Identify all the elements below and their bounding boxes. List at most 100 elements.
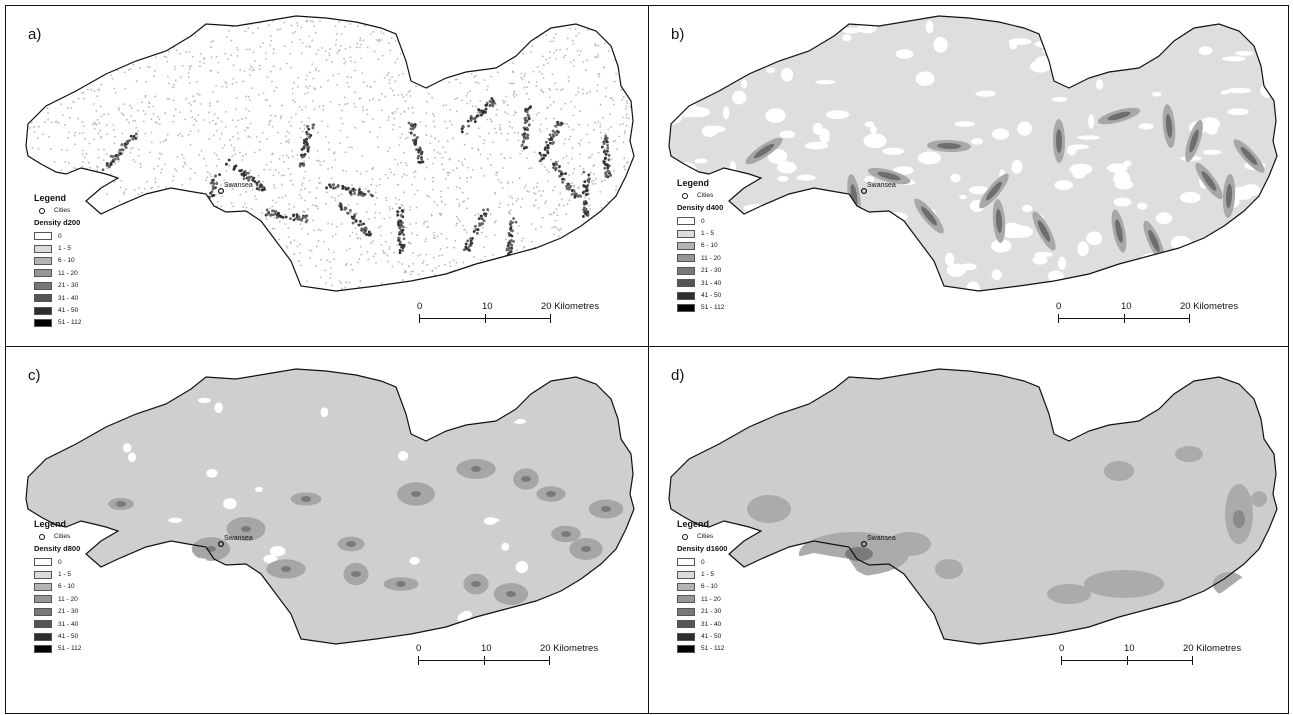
- density-legend-title: Density d200: [34, 218, 81, 227]
- density-class-row: 41 - 50: [34, 630, 81, 642]
- city-label-swansea: Swansea: [224, 535, 253, 542]
- density-map-b: Swansea: [668, 15, 1278, 292]
- legend-cities-entry: Cities: [682, 192, 724, 199]
- density-class-row: 51 - 112: [34, 317, 81, 329]
- density-class-row: 51 - 112: [677, 302, 724, 314]
- density-swatch: [677, 229, 695, 238]
- density-class-label: 51 - 112: [58, 645, 82, 653]
- density-swatch: [34, 607, 52, 616]
- density-swatch: [34, 318, 52, 327]
- scale-label-20-kilometres: 20 Kilometres: [1183, 643, 1242, 654]
- density-legend-title: Density d400: [677, 203, 724, 212]
- legend-cities-label: Cities: [697, 533, 714, 540]
- scale-label-10: 10: [481, 643, 492, 654]
- density-class-row: 6 - 10: [677, 581, 727, 593]
- density-class-label: 11 - 20: [701, 595, 721, 603]
- panel-label: d): [671, 367, 685, 384]
- density-class-label: 31 - 40: [58, 294, 79, 302]
- density-class-row: 11 - 20: [34, 593, 81, 605]
- swansea-city-marker: [218, 188, 225, 195]
- density-legend-classes: 0 1 - 5 6 - 10 11 - 20 21 - 30 31 - 40 41 - 50…: [677, 556, 727, 655]
- density-class-row: 6 - 10: [677, 240, 724, 252]
- scale-tick: [485, 314, 486, 323]
- scale-tick: [1189, 314, 1190, 323]
- density-swatch: [34, 595, 52, 604]
- legend-cities-entry: Cities: [682, 533, 727, 540]
- scale-label-0: 0: [1059, 643, 1065, 654]
- scale-tick: [484, 656, 485, 665]
- density-class-row: 21 - 30: [34, 606, 81, 618]
- density-class-row: 1 - 5: [677, 227, 724, 239]
- density-class-label: 0: [701, 558, 705, 566]
- density-class-row: 51 - 112: [677, 643, 727, 655]
- density-class-label: 6 - 10: [58, 257, 75, 265]
- density-swatch: [34, 244, 52, 253]
- legend-cities-label: Cities: [697, 192, 714, 199]
- scale-label-20-kilometres: 20 Kilometres: [540, 643, 599, 654]
- density-class-label: 11 - 20: [701, 254, 721, 262]
- density-swatch: [677, 291, 695, 300]
- panel-label: b): [671, 26, 685, 43]
- density-swatch: [34, 269, 52, 278]
- legend-cities-entry: Cities: [39, 207, 81, 214]
- density-swatch: [677, 607, 695, 616]
- density-swatch: [677, 241, 695, 250]
- density-swatch: [34, 632, 52, 641]
- density-class-row: 1 - 5: [34, 242, 81, 254]
- density-class-label: 0: [701, 217, 705, 225]
- density-class-label: 1 - 5: [701, 571, 715, 579]
- density-legend-classes: 0 1 - 5 6 - 10 11 - 20 21 - 30 31 - 40 41 - 50…: [677, 215, 724, 314]
- density-swatch: [677, 217, 695, 226]
- density-class-label: 21 - 30: [58, 282, 79, 290]
- city-label-swansea: Swansea: [224, 182, 253, 189]
- legend-cities-entry: Cities: [39, 533, 81, 540]
- legend-title: Legend: [677, 178, 710, 188]
- density-class-label: 41 - 50: [701, 633, 722, 641]
- density-swatch: [677, 632, 695, 641]
- city-marker-icon: [682, 192, 688, 199]
- density-class-row: 0: [677, 556, 727, 568]
- city-marker-icon: [682, 533, 688, 540]
- city-marker-icon: [39, 207, 45, 214]
- density-class-row: 41 - 50: [34, 304, 81, 316]
- scale-label-20-kilometres: 20 Kilometres: [1180, 301, 1239, 312]
- density-swatch: [677, 254, 695, 263]
- density-class-row: 21 - 30: [34, 280, 81, 292]
- density-class-label: 1 - 5: [701, 230, 715, 238]
- coastline-outline: [668, 368, 1278, 645]
- density-class-row: 21 - 30: [677, 265, 724, 277]
- legend: Legend Cities Density d400 0 1 - 5 6 - 10 1…: [677, 178, 724, 314]
- density-swatch: [677, 582, 695, 591]
- density-swatch: [677, 644, 695, 653]
- density-class-row: 31 - 40: [34, 618, 81, 630]
- scale-label-0: 0: [416, 643, 422, 654]
- density-class-row: 11 - 20: [677, 593, 727, 605]
- density-swatch: [677, 570, 695, 579]
- coverage-area: [26, 16, 634, 291]
- legend-cities-label: Cities: [54, 207, 71, 214]
- density-class-row: 51 - 112: [34, 643, 81, 655]
- density-class-label: 41 - 50: [701, 292, 722, 300]
- density-class-label: 21 - 30: [58, 608, 79, 616]
- legend-title: Legend: [677, 519, 710, 529]
- scale-tick: [1061, 656, 1062, 665]
- density-swatch: [677, 595, 695, 604]
- density-class-row: 6 - 10: [34, 581, 81, 593]
- density-class-label: 21 - 30: [701, 608, 722, 616]
- density-class-label: 1 - 5: [58, 571, 72, 579]
- density-class-row: 1 - 5: [677, 568, 727, 580]
- density-swatch: [34, 570, 52, 579]
- density-legend-title: Density d800: [34, 544, 81, 553]
- density-class-row: 6 - 10: [34, 255, 81, 267]
- swansea-city-marker: [218, 541, 225, 548]
- density-class-label: 6 - 10: [701, 583, 718, 591]
- scale-tick: [418, 656, 419, 665]
- density-class-label: 0: [58, 558, 62, 566]
- density-class-label: 6 - 10: [701, 242, 718, 250]
- density-class-row: 11 - 20: [34, 267, 81, 279]
- density-class-row: 31 - 40: [677, 277, 724, 289]
- panel-label: c): [28, 367, 41, 384]
- map-panel-d: Swansea d) Legend Cities Density d1600 0…: [648, 346, 1289, 714]
- density-swatch: [677, 620, 695, 629]
- scale-tick: [549, 656, 550, 665]
